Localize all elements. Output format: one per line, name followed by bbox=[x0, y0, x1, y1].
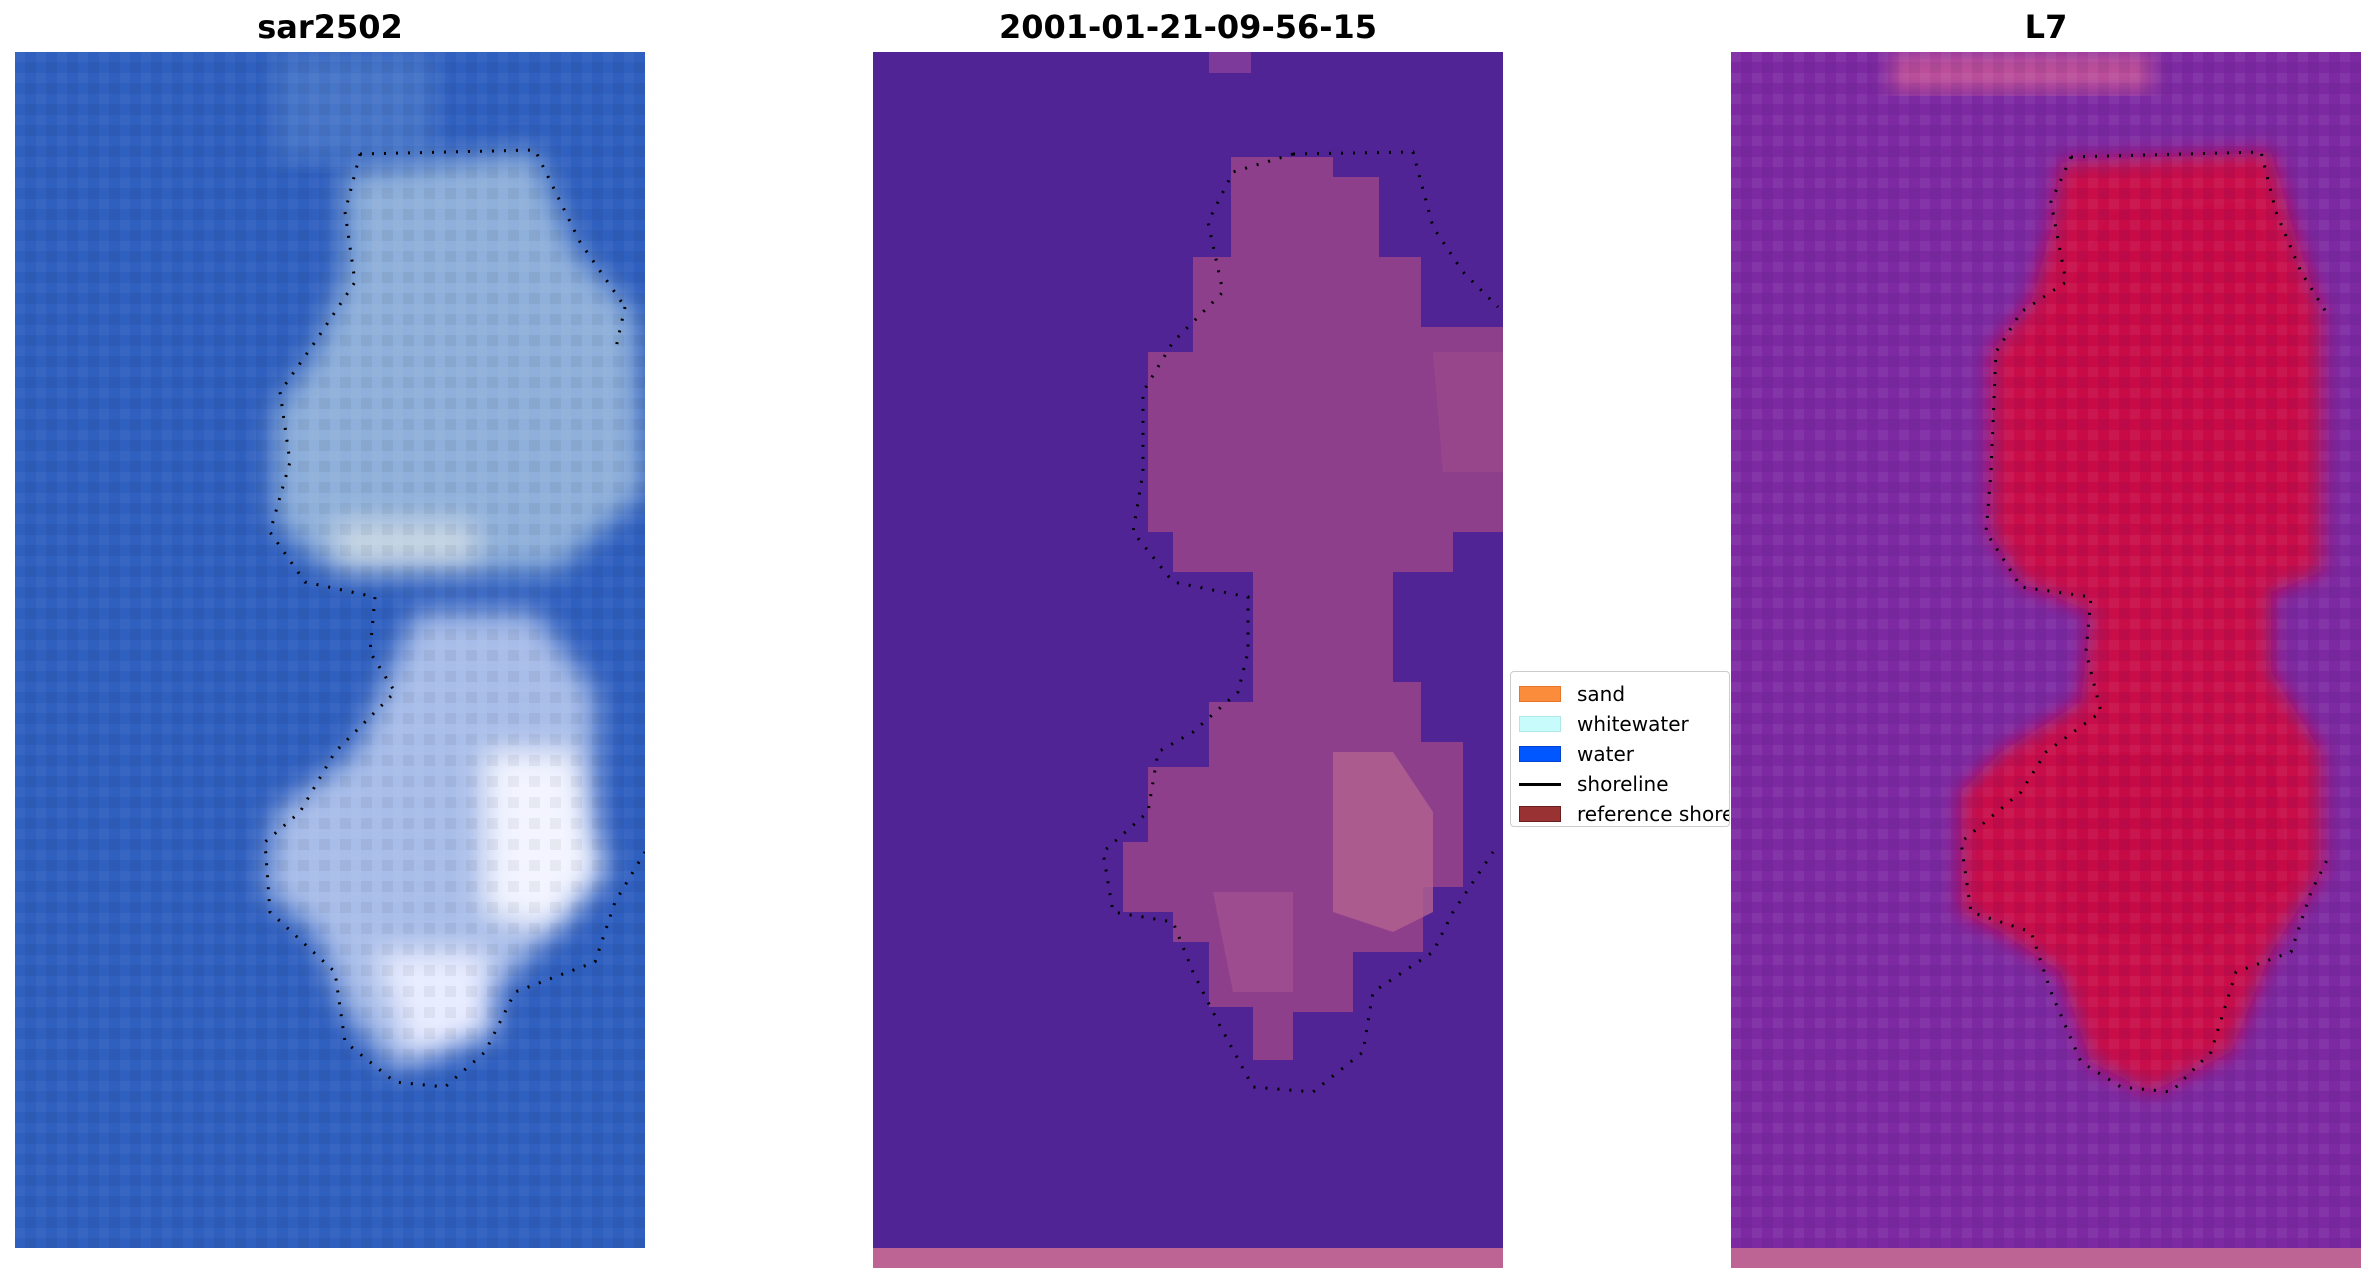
legend-label-shoreline: shoreline bbox=[1577, 772, 1669, 796]
panel-title-index: L7 bbox=[2024, 8, 2068, 46]
index-image bbox=[1731, 52, 2361, 1268]
legend: sand whitewater water shoreline referenc… bbox=[1510, 671, 1730, 827]
index-panel bbox=[1731, 52, 2361, 1268]
panel-title-rgb: sar2502 bbox=[257, 8, 403, 46]
legend-label-water: water bbox=[1577, 742, 1634, 766]
legend-swatch-sand bbox=[1519, 686, 1561, 702]
rgb-image bbox=[15, 52, 645, 1248]
rgb-image-panel bbox=[15, 52, 645, 1248]
legend-swatch-water bbox=[1519, 746, 1561, 762]
legend-item-reference-shoreline: reference shoreline bbox=[1519, 802, 1729, 826]
legend-line-shoreline bbox=[1519, 782, 1561, 786]
legend-swatch-whitewater bbox=[1519, 716, 1561, 732]
classification-panel bbox=[873, 52, 1503, 1268]
legend-label-sand: sand bbox=[1577, 682, 1626, 706]
legend-swatch-reference-shoreline bbox=[1519, 806, 1561, 822]
legend-item-sand: sand bbox=[1519, 682, 1625, 706]
legend-item-whitewater: whitewater bbox=[1519, 712, 1689, 736]
legend-label-whitewater: whitewater bbox=[1577, 712, 1689, 736]
legend-label-reference-shoreline: reference shoreline bbox=[1577, 802, 1729, 826]
classification-image bbox=[873, 52, 1503, 1268]
legend-item-water: water bbox=[1519, 742, 1634, 766]
legend-item-shoreline: shoreline bbox=[1519, 772, 1669, 796]
panel-title-classification: 2001-01-21-09-56-15 bbox=[998, 8, 1378, 46]
